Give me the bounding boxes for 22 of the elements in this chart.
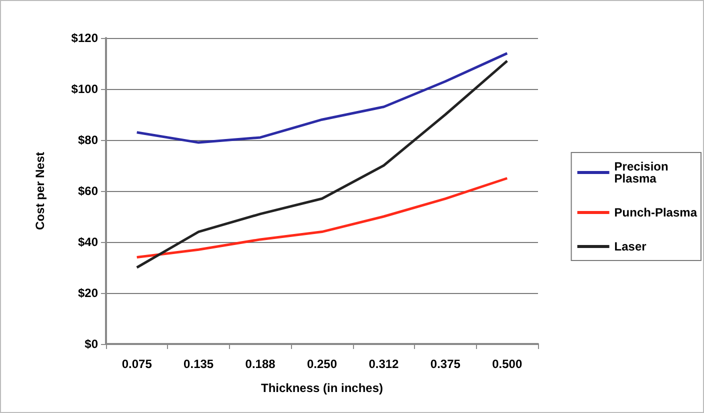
y-tick-label: $40 bbox=[78, 235, 98, 249]
y-tick-label: $120 bbox=[71, 31, 98, 45]
y-tick-label: $80 bbox=[78, 133, 98, 147]
x-tick-label: 0.135 bbox=[184, 357, 214, 371]
x-tick-label: 0.075 bbox=[122, 357, 152, 371]
x-axis-title: Thickness (in inches) bbox=[260, 381, 384, 395]
legend-label: Laser bbox=[614, 240, 647, 254]
y-tick-label: $100 bbox=[71, 82, 98, 96]
y-axis-title: Cost per Nest bbox=[33, 152, 47, 230]
y-tick-label: $60 bbox=[78, 184, 98, 198]
line-series bbox=[136, 60, 508, 269]
x-tick-label: 0.250 bbox=[306, 357, 338, 371]
legend-label: Precision Plasma bbox=[614, 160, 672, 186]
line-series bbox=[136, 177, 508, 259]
y-tick-label: $20 bbox=[78, 286, 98, 300]
x-tick-label: 0.500 bbox=[492, 357, 522, 371]
y-tick-label: $0 bbox=[84, 337, 98, 351]
x-tick-label: 0.312 bbox=[368, 357, 400, 371]
x-tick-label: 0.375 bbox=[430, 357, 461, 371]
legend-label: Punch-Plasma bbox=[614, 206, 698, 220]
x-tick-label: 0.188 bbox=[245, 357, 276, 371]
line-series bbox=[136, 52, 508, 144]
